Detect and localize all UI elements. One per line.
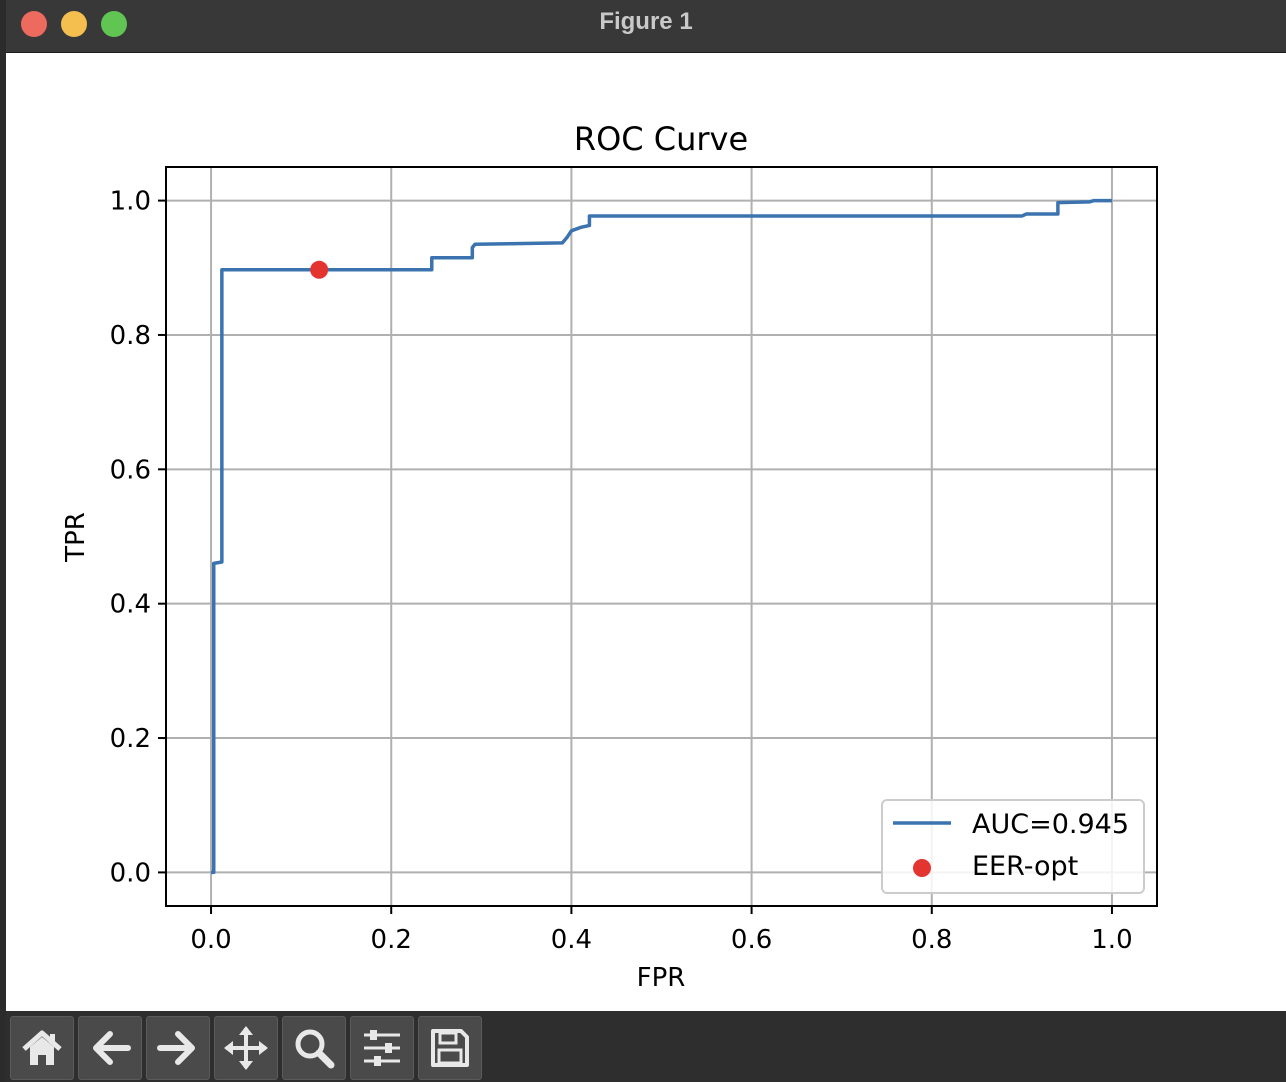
y-axis-ticks: 0.0 0.2 0.4 0.6 0.8 1.0 <box>110 187 166 888</box>
home-icon <box>22 1030 62 1065</box>
legend-label-eer: EER-opt <box>972 851 1078 882</box>
maximize-window-button[interactable] <box>101 11 127 37</box>
zoom-magnifier-icon <box>295 1029 335 1069</box>
y-tick-label: 0.6 <box>110 455 151 485</box>
title-bar[interactable]: Figure 1 <box>6 0 1286 53</box>
navigation-toolbar <box>6 1011 1286 1082</box>
pan-move-icon <box>224 1026 268 1070</box>
y-tick-label: 0.4 <box>110 590 151 620</box>
save-floppy-icon <box>431 1029 469 1067</box>
legend: AUC=0.945 EER-opt <box>881 799 1145 894</box>
figure-canvas[interactable]: ROC Curve 0.0 0.2 0.4 0.6 0.8 1.0 0.0 0.2 0.4 0.… <box>6 53 1286 1011</box>
home-button[interactable] <box>10 1016 74 1080</box>
grid-lines <box>166 167 1157 906</box>
plot-area-frame <box>165 166 1158 907</box>
x-axis-ticks: 0.0 0.2 0.4 0.6 0.8 1.0 <box>190 906 1133 955</box>
x-axis-label: FPR <box>637 963 686 993</box>
close-window-button[interactable] <box>21 11 47 37</box>
x-tick-label: 0.4 <box>551 925 592 955</box>
x-tick-label: 0.2 <box>371 925 412 955</box>
minimize-window-button[interactable] <box>61 11 87 37</box>
back-arrow-icon <box>93 1031 131 1065</box>
back-button[interactable] <box>78 1016 142 1080</box>
save-button[interactable] <box>418 1016 482 1080</box>
x-tick-label: 1.0 <box>1091 925 1132 955</box>
y-tick-label: 0.8 <box>110 321 151 351</box>
pan-button[interactable] <box>214 1016 278 1080</box>
legend-marker-swatch <box>913 859 931 877</box>
y-tick-label: 0.0 <box>110 858 151 888</box>
configure-subplots-icon <box>364 1030 400 1066</box>
configure-subplots-button[interactable] <box>350 1016 414 1080</box>
roc-chart: ROC Curve 0.0 0.2 0.4 0.6 0.8 1.0 0.00.20.40.… <box>61 120 1158 993</box>
x-tick-label: 0.0 <box>190 925 231 955</box>
x-tick-label: 0.8 <box>911 925 952 955</box>
chart-title: ROC Curve <box>574 120 748 158</box>
series-layer <box>211 198 1112 875</box>
eer-opt-point <box>310 260 329 279</box>
legend-label-auc: AUC=0.945 <box>972 809 1129 840</box>
forward-arrow-icon <box>157 1031 195 1065</box>
x-tick-label: 0.6 <box>731 925 772 955</box>
y-tick-label: 1.0 <box>110 187 151 217</box>
forward-button[interactable] <box>146 1016 210 1080</box>
zoom-button[interactable] <box>282 1016 346 1080</box>
roc-curve-line <box>211 198 1112 875</box>
figure-window: Figure 1 ROC Curve 0.0 0.2 0.4 0.6 0.8 1.0 0.… <box>6 0 1286 1082</box>
window-title: Figure 1 <box>599 8 693 35</box>
y-axis-label: TPR <box>61 512 91 563</box>
y-tick-label: 0.2 <box>110 724 151 754</box>
